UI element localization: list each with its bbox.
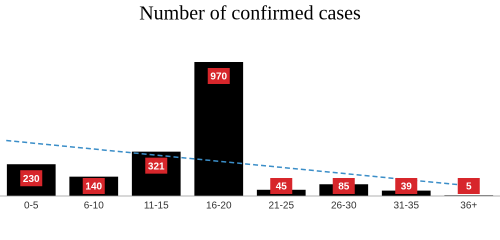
value-label: 230 — [23, 174, 40, 185]
bar — [194, 62, 244, 196]
value-label-box — [20, 170, 43, 187]
x-tick-label: 36+ — [460, 201, 477, 212]
value-label-box — [332, 178, 355, 194]
value-label: 45 — [276, 182, 288, 193]
trend-line — [6, 139, 469, 187]
value-label: 970 — [210, 72, 227, 83]
x-tick-label: 16-20 — [206, 201, 232, 212]
x-tick-label: 26-30 — [331, 201, 357, 212]
x-tick-label: 31-35 — [393, 201, 419, 212]
value-label-box — [457, 178, 480, 194]
value-label-box — [82, 178, 105, 194]
value-label-box — [207, 68, 230, 84]
chart: Number of confirmed cases 0-5 6-10 11-15 16… — [0, 3, 500, 212]
x-tick-label: 11-15 — [144, 201, 169, 212]
value-label: 140 — [85, 182, 102, 193]
x-tick-label: 6-10 — [84, 201, 104, 212]
value-label: 85 — [338, 182, 350, 193]
value-label-box — [145, 157, 168, 174]
value-label: 5 — [466, 182, 472, 193]
value-label: 321 — [148, 161, 165, 172]
value-label: 39 — [401, 182, 413, 193]
x-tick-label: 21-25 — [268, 201, 294, 212]
chart-title: Number of confirmed cases — [139, 3, 361, 25]
value-label-box — [395, 178, 418, 194]
value-label-box — [270, 178, 293, 194]
x-tick-label: 0-5 — [24, 201, 39, 212]
